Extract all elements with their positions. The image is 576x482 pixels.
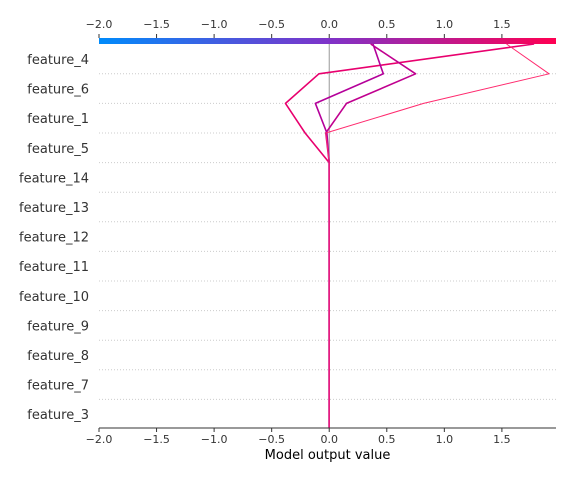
feature-label: feature_1 (27, 112, 89, 127)
x-ticks-top: −2.0 −1.5 −1.0 −0.5 0.0 0.5 1.0 1.5 (86, 18, 511, 38)
x-tick-label-bottom: −1.5 (143, 433, 170, 446)
feature-label: feature_6 (27, 83, 89, 98)
x-axis-title: Model output value (265, 448, 391, 463)
feature-label: feature_12 (19, 231, 89, 246)
feature-label: feature_4 (27, 53, 89, 68)
x-tick-label-top: −0.5 (258, 18, 285, 31)
x-tick-label-bottom: −2.0 (86, 433, 113, 446)
x-tick-label-bottom: 0.5 (378, 433, 396, 446)
series-line (325, 43, 550, 428)
x-tick-label-bottom: −1.0 (201, 433, 228, 446)
x-tick-label-top: −1.0 (201, 18, 228, 31)
x-tick-label-bottom: 1.5 (493, 433, 511, 446)
x-tick-label-top: −1.5 (143, 18, 170, 31)
series-lines (284, 43, 550, 428)
x-tick-label-top: 0.5 (378, 18, 396, 31)
feature-label: feature_13 (19, 201, 89, 216)
x-tick-label-top: 1.5 (493, 18, 511, 31)
x-tick-label-top: 0.0 (320, 18, 338, 31)
feature-label: feature_5 (27, 142, 89, 157)
series-line (324, 43, 417, 428)
x-tick-label-bottom: −0.5 (258, 433, 285, 446)
feature-label: feature_10 (19, 290, 89, 305)
x-tick-label-top: −2.0 (86, 18, 113, 31)
feature-label: feature_7 (27, 379, 89, 394)
gridlines (99, 73, 556, 400)
feature-label: feature_3 (27, 408, 89, 423)
series-line (284, 43, 535, 428)
x-tick-label-bottom: 1.0 (436, 433, 454, 446)
x-tick-label-bottom: 0.0 (320, 433, 338, 446)
feature-label: feature_9 (27, 319, 89, 334)
feature-label: feature_11 (19, 260, 89, 275)
x-tick-label-top: 1.0 (436, 18, 454, 31)
feature-label: feature_8 (27, 349, 89, 364)
feature-labels: feature_4 feature_6 feature_1 feature_5feat… (19, 53, 89, 423)
x-ticks-bottom: −2.0 −1.5 −1.0 −0.5 0.0 0.5 1.0 1.5 (86, 428, 511, 446)
colorbar (99, 38, 556, 44)
feature-label: feature_14 (19, 171, 89, 186)
